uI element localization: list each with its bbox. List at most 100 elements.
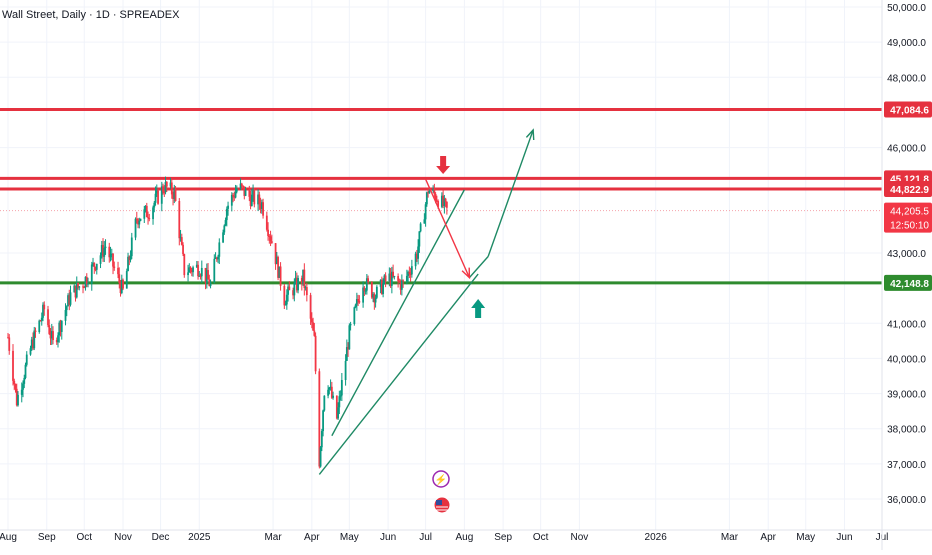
horizontal-levels: 47,084.6 45,121.844,822.9 42,148.8 44,205.5…: [0, 101, 932, 291]
candle-body: [87, 283, 89, 285]
candle-body: [49, 333, 52, 339]
candle-body: [309, 295, 312, 319]
y-tick-label: 50,000.0: [887, 3, 926, 14]
candle-body: [345, 347, 348, 361]
x-tick-label: Mar: [264, 532, 282, 543]
candle-body: [268, 235, 271, 237]
grid: [0, 0, 883, 530]
candle-body: [305, 287, 308, 296]
candle-body: [279, 266, 282, 286]
candle-body: [138, 220, 141, 225]
candle-body: [409, 273, 412, 275]
x-tick-label: Jul: [419, 532, 432, 543]
candle-body: [424, 204, 427, 220]
candle-body: [154, 193, 157, 203]
candle-body: [423, 219, 426, 224]
candle-body: [442, 195, 445, 206]
current-price-label: 44,205.5: [890, 207, 929, 218]
candle-body: [117, 267, 119, 275]
x-tick-label: May: [796, 532, 815, 543]
candle-body: [243, 186, 246, 196]
candle-body: [204, 267, 207, 283]
candle-body: [189, 267, 192, 270]
candle-body: [7, 337, 9, 339]
candle-body: [259, 203, 262, 209]
candle-body: [118, 274, 121, 283]
candle-body: [52, 331, 54, 341]
x-tick-label: Nov: [571, 532, 589, 543]
candle-body: [95, 263, 98, 270]
candle-body: [400, 280, 403, 290]
candle-body: [384, 275, 387, 281]
candle-body: [270, 241, 273, 244]
candle-body: [370, 282, 373, 298]
candle-body: [318, 371, 321, 467]
candle-body: [314, 335, 317, 372]
candle-body: [393, 276, 396, 278]
candle-body: [200, 267, 203, 277]
drawing-annotations: [318, 128, 535, 475]
candle-body: [69, 292, 72, 305]
candle-body: [278, 266, 281, 278]
candle-body: [20, 389, 23, 395]
candle-body: [354, 304, 357, 308]
candle-body: [292, 290, 294, 296]
candle-body: [209, 282, 212, 287]
candle-body: [139, 218, 142, 221]
candle-body: [122, 279, 124, 289]
candle-body: [75, 282, 78, 298]
candle-body: [435, 200, 438, 202]
candle-body: [287, 286, 289, 295]
candle-body: [440, 195, 443, 207]
level-price-label: 44,822.9: [890, 185, 929, 196]
candle-body: [143, 209, 146, 219]
candle-body: [397, 276, 400, 281]
x-tick-label: Sep: [494, 532, 512, 543]
candle-body: [227, 205, 229, 209]
candle-body: [444, 198, 447, 202]
candle-body: [13, 380, 16, 385]
candle-body: [83, 287, 86, 289]
candle-body: [445, 201, 448, 208]
bar-countdown-label: 12:50:10: [890, 221, 929, 232]
candle-body: [380, 279, 383, 294]
y-tick-label: 48,000.0: [887, 73, 926, 84]
candle-body: [14, 384, 17, 389]
level-price-tag: [884, 180, 932, 197]
candle-body: [147, 217, 149, 219]
candle-body: [67, 295, 69, 307]
candle-body: [12, 350, 14, 381]
candle-body: [173, 188, 176, 199]
candle-body: [405, 275, 408, 282]
flash-event-icon[interactable]: [432, 470, 450, 488]
candle-body: [127, 256, 129, 272]
y-tick-label: 38,000.0: [887, 425, 926, 436]
candle-body: [163, 192, 166, 194]
candle-body: [432, 189, 435, 191]
candle-body: [213, 258, 216, 283]
candle-body: [99, 255, 102, 264]
candle-body: [77, 282, 79, 288]
candle-body: [313, 330, 316, 336]
candle-body: [379, 279, 382, 287]
candle-body: [165, 182, 168, 187]
candle-body: [427, 192, 430, 194]
candle-body: [437, 201, 440, 207]
candle-body: [253, 190, 256, 205]
candle-body: [388, 273, 391, 281]
candle-body: [39, 320, 42, 322]
candle-body: [57, 335, 59, 343]
candle-body: [60, 320, 63, 332]
candle-body: [250, 194, 253, 206]
x-tick-label: May: [340, 532, 359, 543]
candle-body: [205, 270, 208, 283]
x-tick-label: Apr: [304, 532, 320, 543]
candle-body: [17, 394, 19, 406]
candle-body: [407, 271, 410, 276]
candle-body: [340, 380, 343, 396]
candle-body: [155, 190, 158, 194]
y-tick-label: 46,000.0: [887, 144, 926, 155]
event-icons[interactable]: ⚡: [432, 470, 451, 514]
candle-body: [355, 299, 358, 305]
